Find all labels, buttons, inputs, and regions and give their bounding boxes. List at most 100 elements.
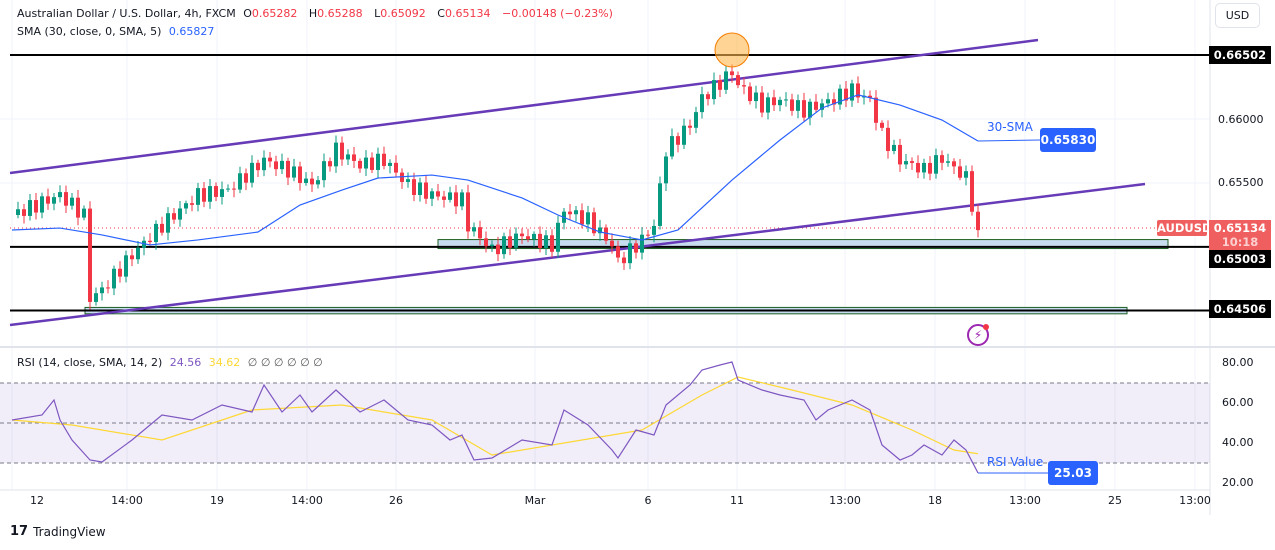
candle-body	[916, 162, 920, 173]
candle-body	[682, 125, 686, 145]
candle-body	[358, 160, 362, 169]
candle-body	[304, 178, 308, 183]
candle-body	[106, 287, 110, 289]
channel-lower	[9, 182, 1146, 327]
candle-body	[574, 210, 578, 215]
candle-body	[460, 192, 464, 207]
candle-body	[904, 161, 908, 165]
support-zone	[437, 239, 1169, 250]
candle-body	[976, 211, 980, 231]
candle-body	[598, 227, 602, 234]
candle-body	[874, 97, 878, 123]
candle-body	[250, 162, 254, 183]
candle-body	[922, 162, 926, 173]
candle-body	[730, 71, 734, 76]
candle-body	[700, 94, 704, 113]
candle-body	[628, 243, 632, 264]
time-tick: 12	[30, 494, 44, 507]
candle-body	[784, 99, 788, 101]
sma30-line	[11, 94, 979, 246]
candle-body	[478, 227, 482, 239]
lightning-icon[interactable]: ⚡	[967, 324, 989, 346]
candle-body	[610, 240, 614, 247]
candle-body	[832, 99, 836, 105]
candle-body	[754, 92, 758, 102]
rsi-sma-line	[11, 376, 979, 456]
candle-body	[118, 268, 122, 277]
sma-legend[interactable]: SMA (30, close, 0, SMA, 5) 0.65827	[17, 25, 218, 38]
candle-body	[472, 227, 476, 232]
candle-body	[520, 233, 524, 237]
candle-body	[292, 166, 296, 178]
time-tick: Mar	[524, 494, 546, 507]
candle-body	[790, 99, 794, 111]
candle-body	[196, 188, 200, 205]
candle-body	[802, 100, 806, 118]
candle-body	[190, 203, 194, 205]
rsi-line	[11, 361, 979, 474]
rsi-sma-value: 34.62	[208, 356, 241, 369]
candle-body	[622, 257, 626, 264]
candle-body	[100, 287, 104, 294]
candle-body	[778, 99, 782, 106]
chart-canvas[interactable]	[0, 0, 1275, 520]
time-tick: 14:00	[291, 494, 323, 507]
candle-body	[820, 103, 824, 110]
channel-upper	[9, 38, 1039, 175]
candle-body	[340, 142, 344, 160]
candle-body	[466, 192, 470, 232]
candle-body	[928, 162, 932, 174]
candle-body	[412, 179, 416, 195]
candle-body	[688, 125, 692, 128]
candle-body	[718, 80, 722, 90]
candle-body	[934, 155, 938, 174]
candle-body	[172, 213, 176, 220]
candle-body	[892, 144, 896, 151]
time-tick: 26	[389, 494, 403, 507]
rsi-tick: 20.00	[1222, 476, 1254, 489]
candle-body	[64, 192, 68, 206]
rsi-label: RSI (14, close, SMA, 14, 2)	[17, 356, 163, 369]
tradingview-logo[interactable]: 17 TradingView	[10, 524, 106, 539]
candle-body	[670, 136, 674, 157]
candle-body	[940, 155, 944, 163]
candle-body	[166, 213, 170, 233]
candle-body	[406, 179, 410, 182]
candle-body	[538, 233, 542, 249]
candle-body	[352, 154, 356, 161]
open-label: O	[243, 7, 252, 20]
candle-body	[964, 171, 968, 178]
candle-body	[850, 83, 854, 101]
candle-body	[448, 192, 452, 200]
candle-body	[706, 94, 710, 100]
candle-body	[382, 153, 386, 166]
candle-body	[880, 122, 884, 128]
time-tick: 6	[644, 494, 652, 507]
low-label: L	[374, 7, 381, 20]
time-tick: 19	[210, 494, 224, 507]
candle-body	[124, 255, 128, 277]
candle-body	[46, 196, 50, 204]
candle-body	[796, 100, 800, 111]
time-tick: 11	[730, 494, 744, 507]
open-value: 0.65282	[251, 7, 298, 20]
close-label: C	[437, 7, 445, 20]
candle-body	[502, 236, 506, 255]
candle-body	[436, 191, 440, 197]
rsi-placeholders: ∅ ∅ ∅ ∅ ∅ ∅	[247, 356, 323, 369]
candle-body	[724, 71, 728, 90]
currency-button[interactable]: USD	[1215, 3, 1260, 28]
candle-body	[616, 246, 620, 258]
candle-body	[760, 92, 764, 113]
candle-body	[838, 88, 842, 105]
rsi-legend[interactable]: RSI (14, close, SMA, 14, 2) 24.56 34.62 …	[17, 356, 327, 369]
candle-body	[646, 234, 650, 236]
candle-body	[58, 192, 62, 198]
candle-body	[40, 196, 44, 213]
candle-body	[676, 136, 680, 145]
candle-body	[526, 236, 530, 240]
time-tick: 13:00	[1179, 494, 1211, 507]
rsi-value: 24.56	[169, 356, 202, 369]
last-price-tag: 0.65134 10:18	[1209, 220, 1271, 250]
candle-body	[298, 166, 302, 183]
